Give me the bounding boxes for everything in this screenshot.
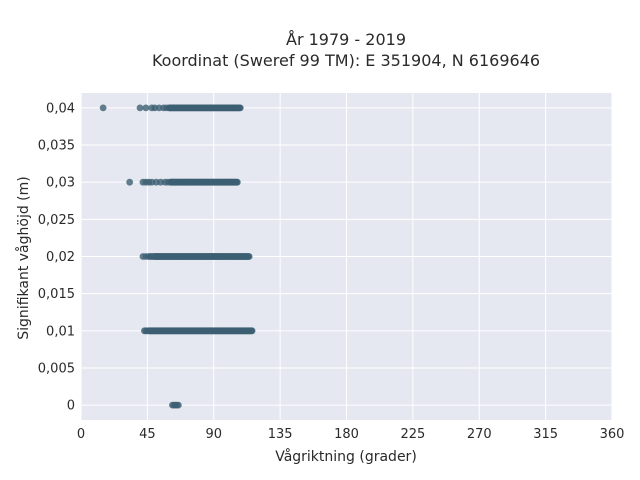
y-tick-label: 0,005 [38,361,75,376]
x-axis-label: Vågriktning (grader) [275,448,417,465]
y-axis-ticks: 0 0,005 0,01 0,015 0,02 0,025 0,03 0,035 0,04 [38,101,75,413]
y-tick-label: 0,02 [46,250,75,265]
data-point [233,178,241,186]
x-tick-label: 90 [205,427,222,442]
data-point [126,178,134,186]
x-tick-label: 45 [139,427,156,442]
x-tick-label: 315 [533,427,558,442]
x-tick-label: 180 [334,427,359,442]
data-points [99,104,256,409]
y-tick-label: 0,035 [38,139,75,154]
y-axis-label: Signifikant våghöjd (m) [15,176,32,339]
data-point [146,327,154,335]
chart-title-line-1: År 1979 - 2019 [286,30,406,49]
x-tick-label: 225 [400,427,425,442]
data-point [236,104,244,112]
data-point [136,104,144,112]
y-tick-label: 0,04 [46,101,75,116]
x-tick-label: 135 [268,427,293,442]
data-point [248,327,256,335]
x-tick-label: 0 [77,427,85,442]
y-tick-label: 0 [67,399,75,414]
data-point [99,104,107,112]
y-tick-label: 0,025 [38,213,75,228]
y-tick-label: 0,015 [38,287,75,302]
data-point [245,253,253,260]
x-tick-label: 270 [467,427,492,442]
data-point [151,253,159,260]
data-point [167,178,175,186]
data-point [142,104,150,112]
x-axis-ticks: 0 45 90 135 180 225 270 315 360 [77,427,625,442]
x-tick-label: 360 [600,427,625,442]
y-tick-label: 0,01 [46,324,75,339]
y-tick-label: 0,03 [46,176,75,191]
grid-lines [80,93,613,420]
chart-title-line-2: Koordinat (Sweref 99 TM): E 351904, N 61… [152,51,540,70]
data-point [166,104,173,112]
data-point [174,401,182,409]
